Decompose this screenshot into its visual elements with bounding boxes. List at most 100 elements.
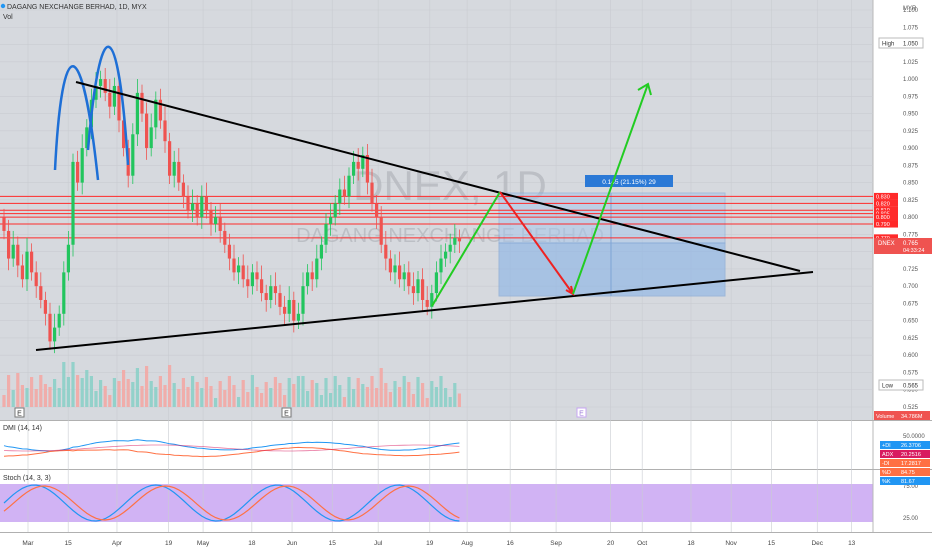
volume-bar [158, 376, 162, 407]
candle-body [264, 293, 268, 300]
candle-body [195, 203, 199, 218]
head-shoulders-curve[interactable] [86, 45, 130, 166]
candle-body [172, 161, 176, 176]
candle-body [223, 230, 227, 245]
volume-bar [135, 368, 139, 407]
volume-bar [361, 384, 365, 407]
candle-body [398, 265, 402, 280]
candle-body [457, 237, 461, 242]
dmi-axis-label: 50.0000 [903, 434, 925, 440]
candle-body [158, 99, 162, 121]
candle-body [393, 265, 397, 273]
candle-body [80, 148, 84, 183]
event-marker[interactable]: E [14, 407, 25, 418]
stoch-k-line [3, 484, 460, 522]
volume-bar [66, 377, 70, 407]
candle-body [448, 244, 452, 252]
candle-body [255, 272, 259, 280]
volume-bar [145, 366, 149, 407]
price-tick-label: 0.875 [903, 163, 919, 169]
projection-box-lower[interactable] [498, 242, 726, 297]
candle-body [260, 279, 264, 294]
red-path-arrow[interactable] [499, 191, 574, 295]
volume-bar [296, 376, 300, 407]
price-tick-label: 0.800 [903, 215, 919, 221]
level-badge [874, 199, 898, 207]
svg-text:0.565: 0.565 [903, 384, 919, 390]
candle-body [273, 286, 277, 294]
stoch-title[interactable]: Stoch (14, 3, 3) [3, 475, 51, 482]
volume-bar [2, 395, 6, 407]
volume-bar [306, 391, 310, 407]
time-axis[interactable]: Mar 15 Apr 19 May 18 Jun 15 Jul 19 Aug 16 Sep 20 Oct 18… [22, 540, 855, 547]
candle-body [99, 79, 103, 86]
candle-body [16, 244, 20, 266]
measure-label: 0.145 (21.15%) 29 [602, 179, 656, 186]
volume-bar [260, 393, 264, 407]
volume-bar [278, 383, 282, 407]
candle-body [135, 92, 139, 135]
volume-bar [108, 395, 112, 407]
volume-bar [425, 398, 429, 407]
last-price-badge: DNEX 0.765 04:33:24 [874, 238, 932, 254]
svg-text:%K: %K [882, 479, 891, 485]
candle-body [329, 217, 333, 225]
volume-bar [57, 388, 61, 407]
volume-bar [191, 376, 195, 407]
price-tick-label: 0.975 [903, 94, 919, 100]
svg-text:26.3706: 26.3706 [901, 443, 921, 449]
chart-title[interactable]: DAGANG NEXCHANGE BERHAD, 1D, MYX [7, 4, 147, 11]
volume-bar [375, 388, 379, 407]
volume-bar [310, 380, 314, 407]
svg-text:ADX: ADX [882, 452, 894, 458]
candle-body [66, 244, 70, 273]
volume-bar [122, 370, 126, 407]
descending-trend-line[interactable] [75, 81, 801, 272]
candle-body [361, 154, 365, 169]
svg-text:High: High [882, 42, 894, 48]
time-tick-label: 18 [687, 540, 695, 547]
time-tick-label: Dec [811, 540, 823, 547]
candle-body [39, 286, 43, 300]
price-tick-label: 1.025 [903, 60, 919, 66]
candle-body [384, 244, 388, 259]
price-tick-label: 0.600 [903, 353, 919, 359]
ascending-trend-line[interactable] [35, 271, 814, 351]
price-tick-label: 0.625 [903, 336, 919, 342]
svg-text:E: E [579, 411, 584, 418]
stoch-d-line [3, 485, 460, 521]
volume-bar [80, 378, 84, 407]
candle-body [232, 258, 236, 273]
level-label: 0.830 [876, 194, 890, 200]
candle-body [2, 217, 6, 231]
volume-bar [416, 377, 420, 407]
price-axis[interactable]: 1.100 1.075 1.050 1.025 1.000 0.975 0.950 0.925… [903, 8, 919, 411]
event-marker[interactable]: E [576, 407, 587, 418]
svg-text:Volume: Volume [876, 414, 894, 420]
volume-bar [370, 376, 374, 407]
dmi-title[interactable]: DMI (14, 14) [3, 425, 42, 432]
time-tick-label: 15 [768, 540, 776, 547]
candle-body [375, 203, 379, 218]
candle-body [296, 313, 300, 321]
event-marker[interactable]: E [281, 407, 292, 418]
volume-bar [365, 387, 369, 407]
head-shoulders-curve[interactable] [53, 65, 100, 181]
candle-body [356, 161, 360, 169]
time-tick-label: 15 [329, 540, 337, 547]
green-path-arrow[interactable] [572, 83, 649, 295]
candle-body [112, 85, 116, 107]
candle-body [7, 230, 11, 259]
candle-body [122, 120, 126, 149]
volume-bar [287, 378, 291, 407]
candle-body [43, 299, 47, 314]
green-path-arrow[interactable] [431, 191, 501, 307]
volume-bar [411, 394, 415, 407]
volume-indicator-label[interactable]: Vol [3, 14, 13, 21]
svg-text:04:33:24: 04:33:24 [903, 248, 924, 254]
volume-bar [250, 375, 254, 407]
volume-bar [204, 377, 208, 407]
candle-body [200, 196, 204, 218]
